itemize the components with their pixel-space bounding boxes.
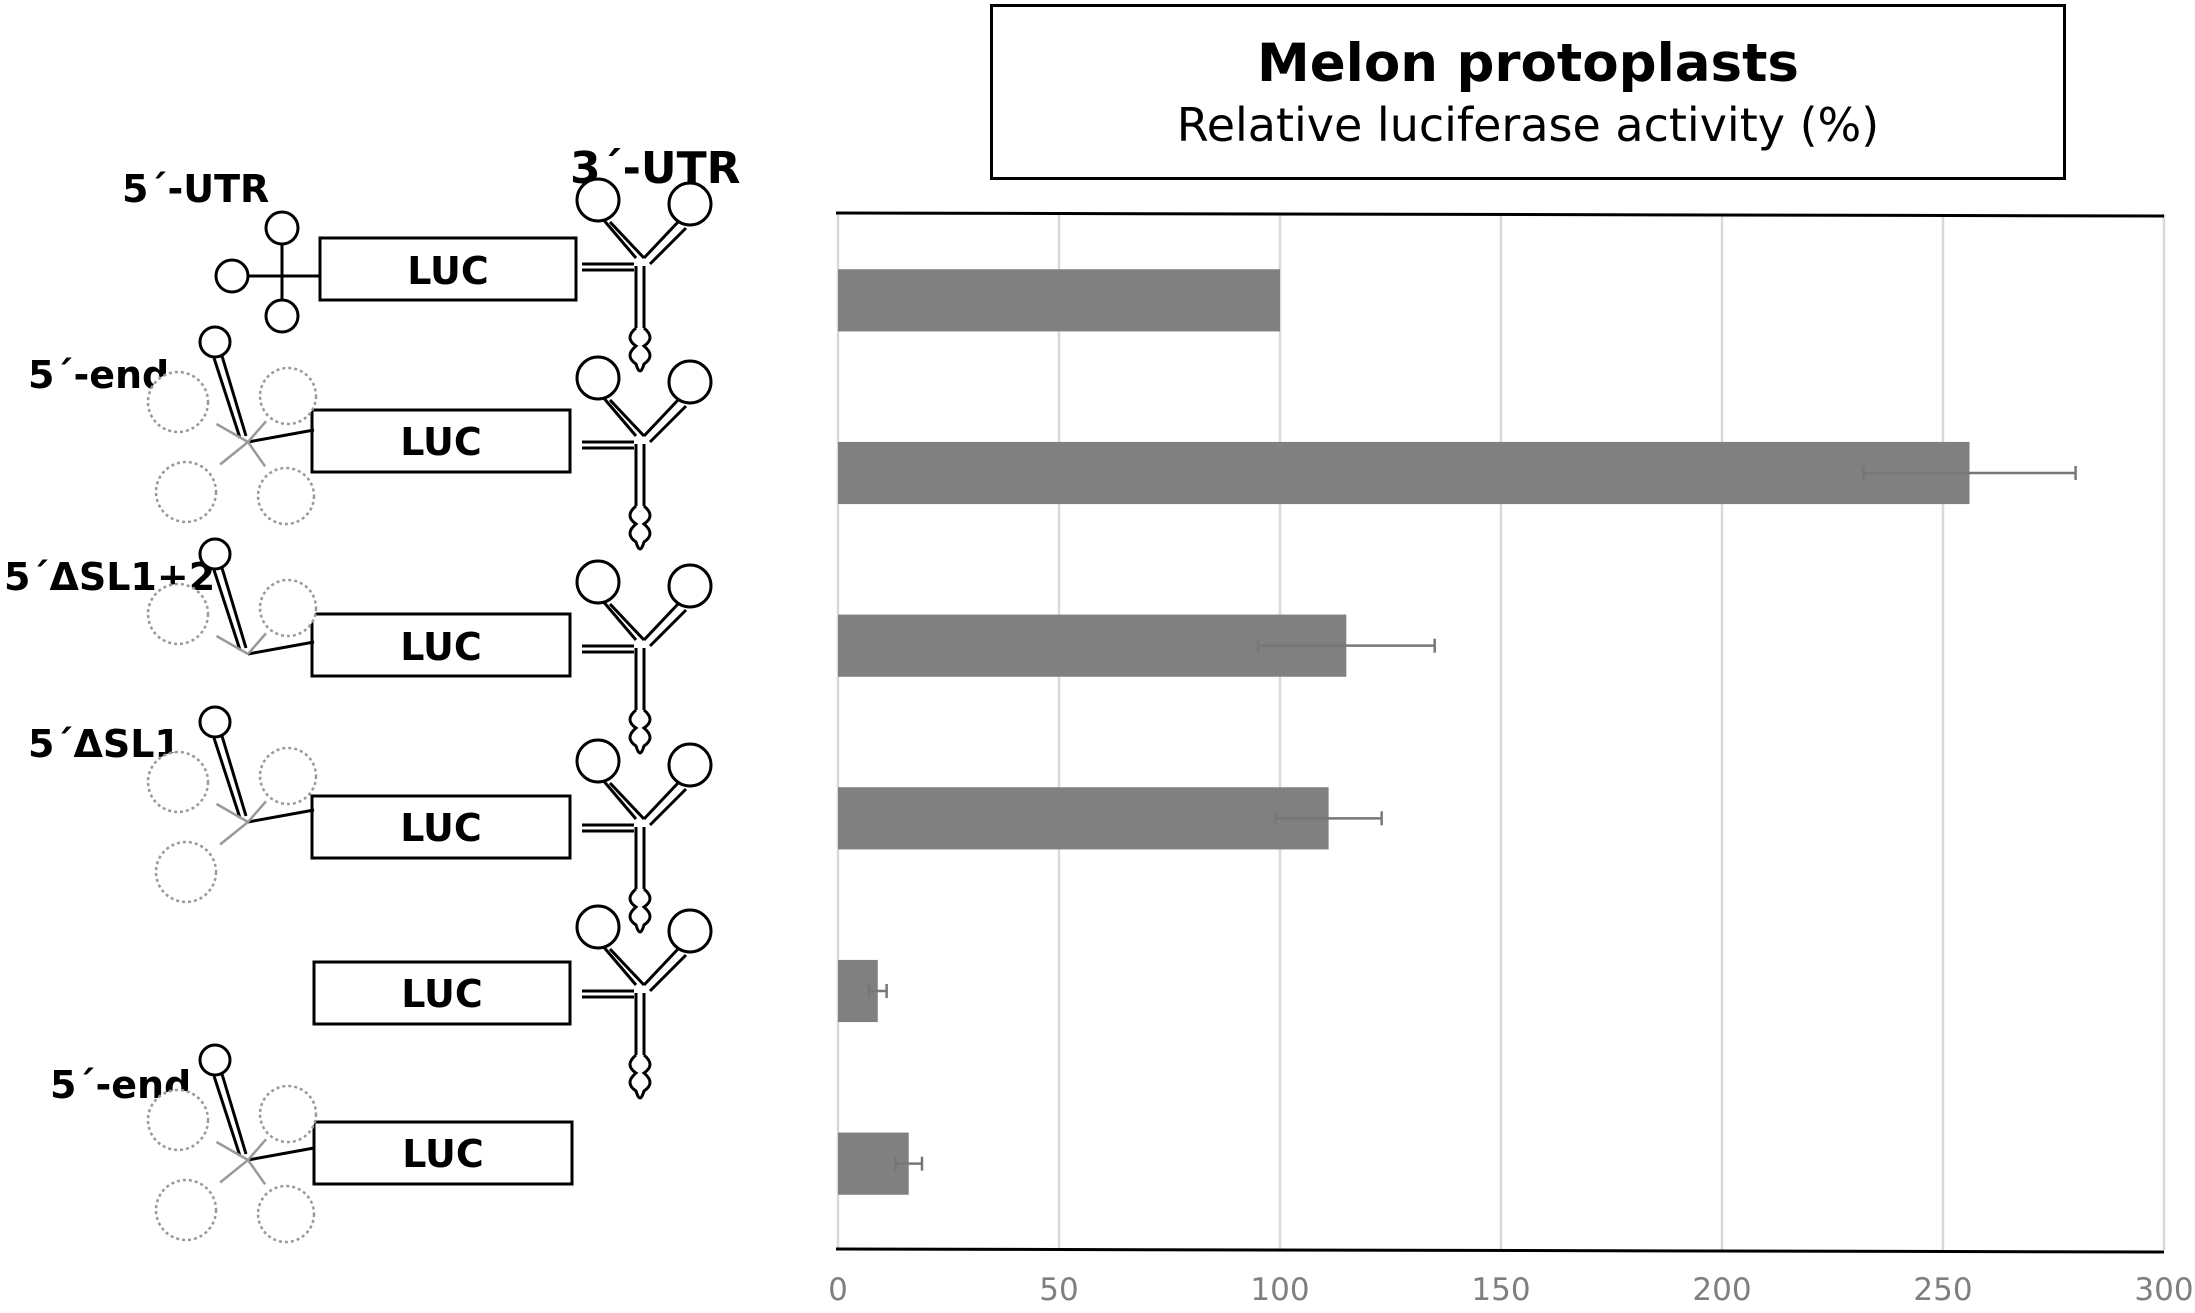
construct-label-5utr: 5´-UTR bbox=[122, 167, 269, 211]
x-tick-label-0: 0 bbox=[828, 1272, 848, 1308]
x-tick-label-200: 200 bbox=[1692, 1272, 1751, 1308]
luc-box-2 bbox=[310, 408, 572, 474]
utr5-structure-icon-3 bbox=[146, 705, 318, 904]
utr3-structures bbox=[575, 177, 713, 1100]
utr5-structure-icon-1 bbox=[146, 325, 318, 526]
bar-1 bbox=[838, 269, 1280, 332]
utr3-structure-icon-5 bbox=[575, 904, 713, 1100]
bar-4 bbox=[838, 787, 1329, 850]
five-end-structures bbox=[146, 325, 318, 1244]
bar-2 bbox=[838, 441, 1970, 505]
luc-box-5 bbox=[312, 960, 572, 1026]
luc-box-1 bbox=[318, 236, 578, 302]
utr5-small-structure-icon bbox=[214, 210, 320, 334]
luc-box-4 bbox=[310, 794, 572, 860]
utr5-structure-icon-4 bbox=[146, 1043, 318, 1244]
x-tick-label-150: 150 bbox=[1471, 1272, 1530, 1308]
luc-box-6 bbox=[312, 1120, 574, 1186]
luc-box-3 bbox=[310, 612, 572, 678]
utr5-structure-icon-2 bbox=[146, 537, 318, 656]
error-bar-2 bbox=[1862, 466, 2077, 480]
grid-lines bbox=[836, 214, 2166, 1250]
plot-bottom-border bbox=[835, 1247, 2165, 1254]
chart-title: Melon protoplasts bbox=[1257, 33, 1799, 94]
luc-label-5: LUC bbox=[401, 972, 483, 1016]
chart-subtitle: Relative luciferase activity (%) bbox=[1176, 98, 1880, 152]
utr3-structure-icon-1 bbox=[575, 177, 713, 373]
error-bar-5 bbox=[867, 984, 888, 998]
construct-diagrams: 5´-UTR 3´-UTR LUC 5´-end LUC 5´ΔSL1+2 LU… bbox=[4, 143, 741, 1244]
luc-label-4: LUC bbox=[400, 806, 482, 850]
construct-label-dsl1: 5´ΔSL1 bbox=[28, 722, 181, 766]
utr3-structure-icon-2 bbox=[575, 355, 713, 551]
chart-title-box: Melon protoplasts Relative luciferase ac… bbox=[990, 4, 2066, 180]
x-tick-label-50: 50 bbox=[1039, 1272, 1078, 1308]
plot-top-border bbox=[835, 211, 2165, 218]
error-bar-3 bbox=[1256, 638, 1436, 653]
construct-label-5end-a: 5´-end bbox=[28, 353, 169, 397]
luc-label-6: LUC bbox=[402, 1132, 484, 1176]
bars bbox=[838, 269, 2077, 1195]
luc-label-1: LUC bbox=[407, 249, 489, 293]
luc-label-3: LUC bbox=[400, 625, 482, 669]
luc-label-2: LUC bbox=[400, 420, 482, 464]
x-tick-label-250: 250 bbox=[1913, 1272, 1972, 1308]
x-tick-label-300: 300 bbox=[2134, 1272, 2193, 1308]
utr3-structure-icon-3 bbox=[575, 559, 713, 755]
x-tick-labels: 0 50 100 150 200 250 300 bbox=[828, 1272, 2193, 1308]
error-bar-4 bbox=[1274, 811, 1383, 826]
x-tick-label-100: 100 bbox=[1250, 1272, 1309, 1308]
error-bar-6 bbox=[894, 1156, 924, 1171]
utr3-structure-icon-4 bbox=[575, 738, 713, 934]
